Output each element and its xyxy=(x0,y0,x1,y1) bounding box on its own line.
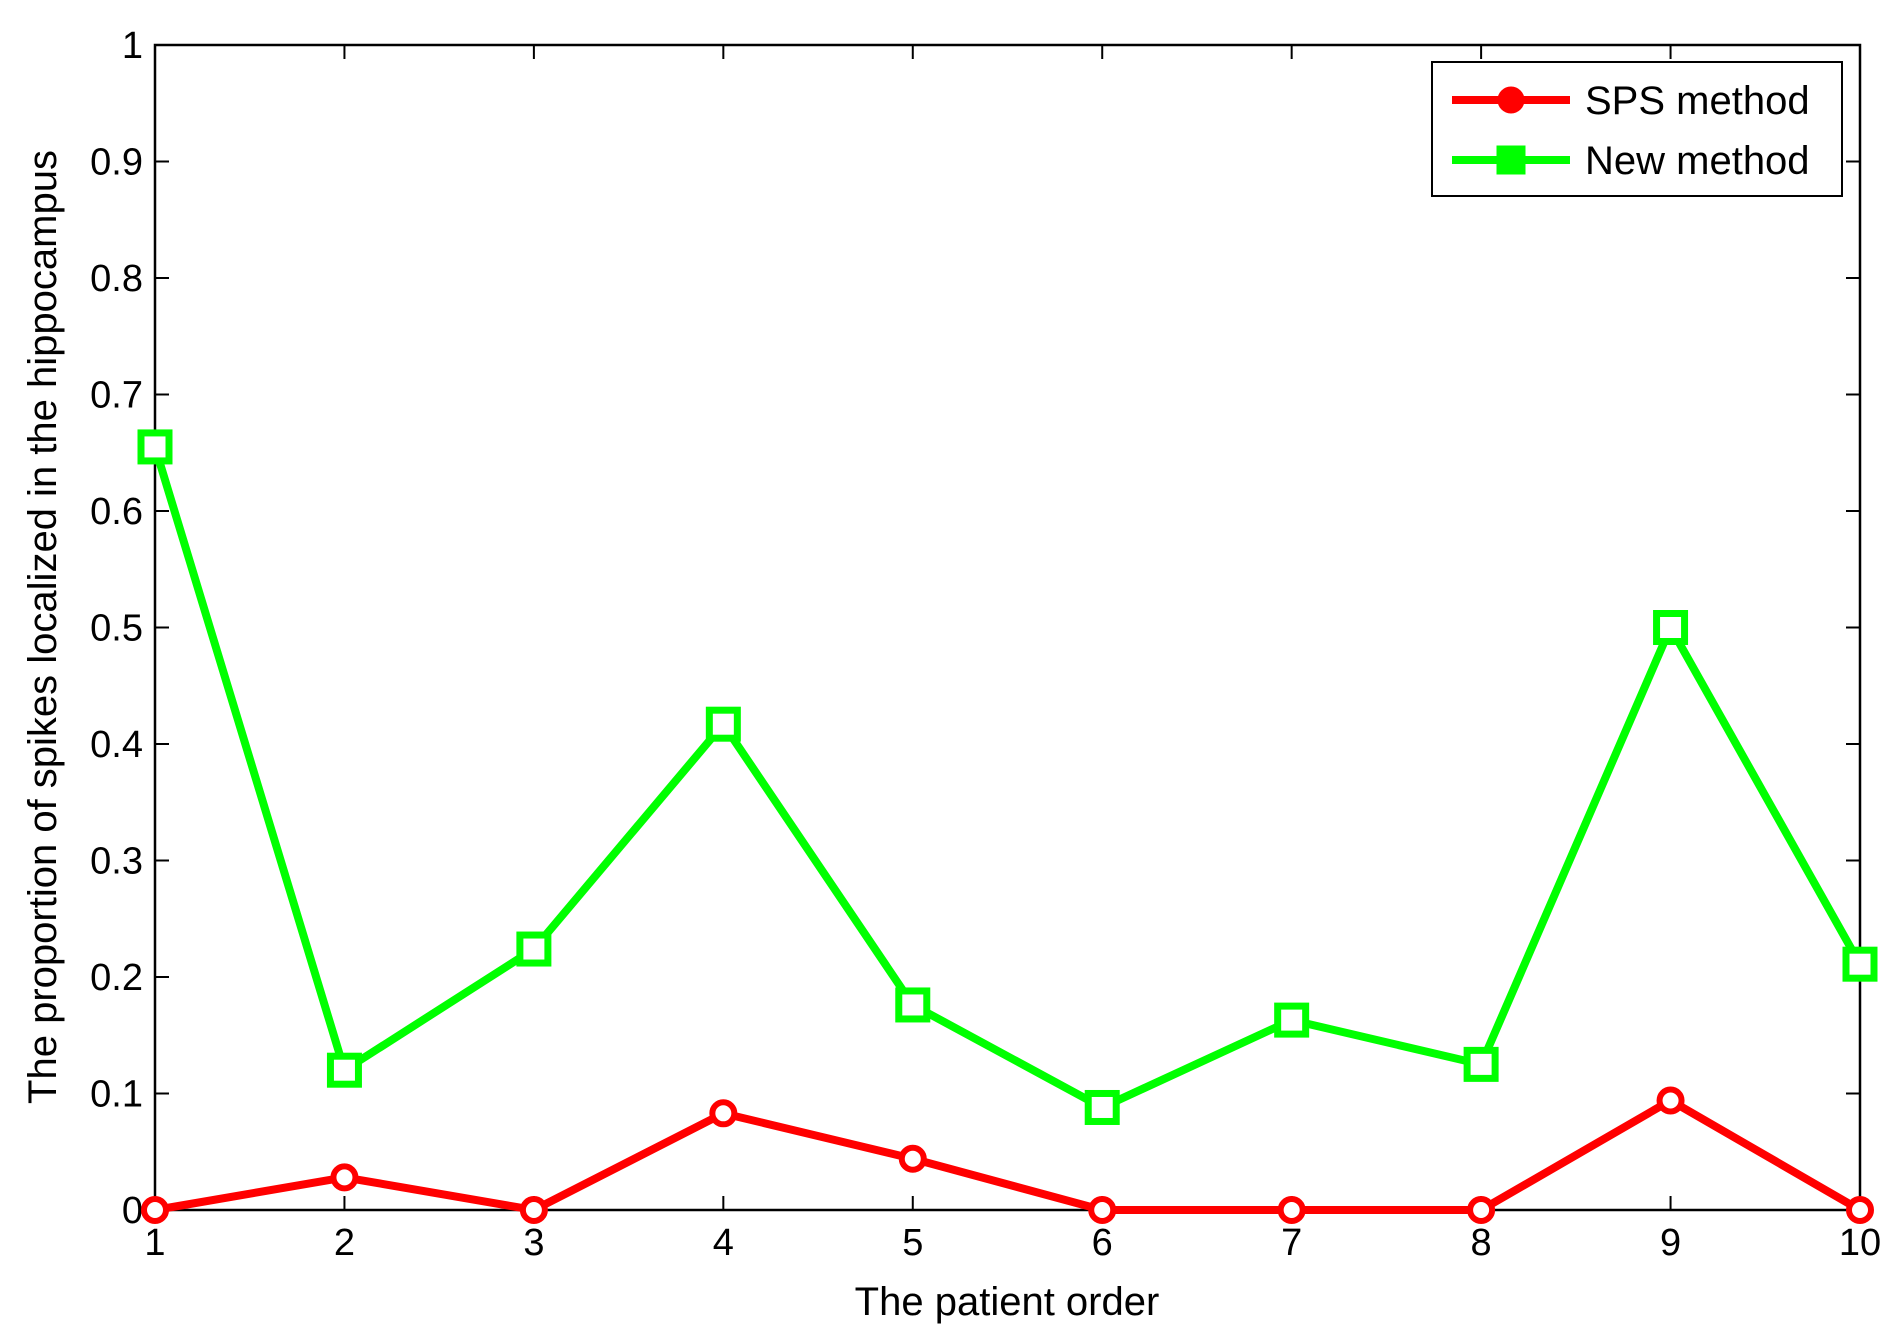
data-point xyxy=(898,1144,927,1173)
data-point xyxy=(1277,1196,1306,1224)
data-point xyxy=(1088,1196,1117,1224)
data-point xyxy=(1842,946,1878,982)
y-tick-label: 0 xyxy=(122,1190,143,1232)
legend-label-new: New method xyxy=(1585,139,1810,183)
y-axis-ticks: 0 0.1 0.2 0.3 0.4 0.5 0.6 0.7 0.8 0.9 1 xyxy=(90,25,1860,1232)
y-tick-label: 0.4 xyxy=(90,724,143,766)
series-line xyxy=(154,1095,1863,1215)
data-point xyxy=(1084,1089,1120,1125)
data-point xyxy=(326,1052,362,1088)
data-point xyxy=(1846,1196,1874,1224)
x-tick-label: 4 xyxy=(713,1222,734,1264)
y-tick-label: 0.5 xyxy=(90,608,143,650)
x-tick-label: 7 xyxy=(1281,1222,1302,1264)
data-point xyxy=(709,1099,738,1128)
data-point xyxy=(141,1196,169,1224)
data-point xyxy=(137,429,173,465)
data-point xyxy=(516,931,552,967)
x-tick-label: 3 xyxy=(523,1222,544,1264)
data-point xyxy=(519,1196,548,1224)
legend-marker-sps xyxy=(1497,86,1525,114)
legend-label-sps: SPS method xyxy=(1585,79,1810,123)
data-point xyxy=(895,987,931,1023)
series-new-method xyxy=(137,429,1878,1125)
y-axis-label: The proportion of spikes localized in th… xyxy=(21,150,65,1104)
data-point xyxy=(1463,1046,1499,1082)
x-axis-label: The patient order xyxy=(855,1280,1160,1324)
x-tick-label: 6 xyxy=(1092,1222,1113,1264)
data-point xyxy=(1467,1196,1496,1224)
legend-marker-new xyxy=(1496,145,1526,175)
y-tick-label: 0.9 xyxy=(90,142,143,184)
y-tick-label: 0.3 xyxy=(90,841,143,883)
x-tick-label: 9 xyxy=(1660,1222,1681,1264)
series-layer xyxy=(137,429,1878,1224)
x-tick-label: 5 xyxy=(902,1222,923,1264)
x-tick-label: 2 xyxy=(334,1222,355,1264)
y-tick-label: 0.8 xyxy=(90,258,143,300)
series-sps-method xyxy=(141,1086,1874,1224)
data-point xyxy=(1653,610,1689,645)
series-line xyxy=(151,445,1864,1112)
x-tick-label: 1 xyxy=(144,1222,165,1264)
y-tick-label: 0.2 xyxy=(90,957,143,999)
y-tick-label: 0.1 xyxy=(90,1074,143,1116)
x-axis-ticks: 1 2 3 4 5 6 7 8 9 10 xyxy=(144,45,1881,1264)
data-point xyxy=(1274,1002,1310,1038)
x-tick-label: 10 xyxy=(1839,1222,1881,1264)
data-point xyxy=(1656,1086,1685,1115)
x-tick-label: 8 xyxy=(1471,1222,1492,1264)
data-point xyxy=(330,1163,359,1192)
legend: SPS method New method xyxy=(1431,61,1843,197)
y-tick-label: 0.7 xyxy=(90,375,143,417)
data-point xyxy=(705,706,741,742)
y-tick-label: 0.6 xyxy=(90,491,143,533)
y-tick-label: 1 xyxy=(122,25,143,67)
